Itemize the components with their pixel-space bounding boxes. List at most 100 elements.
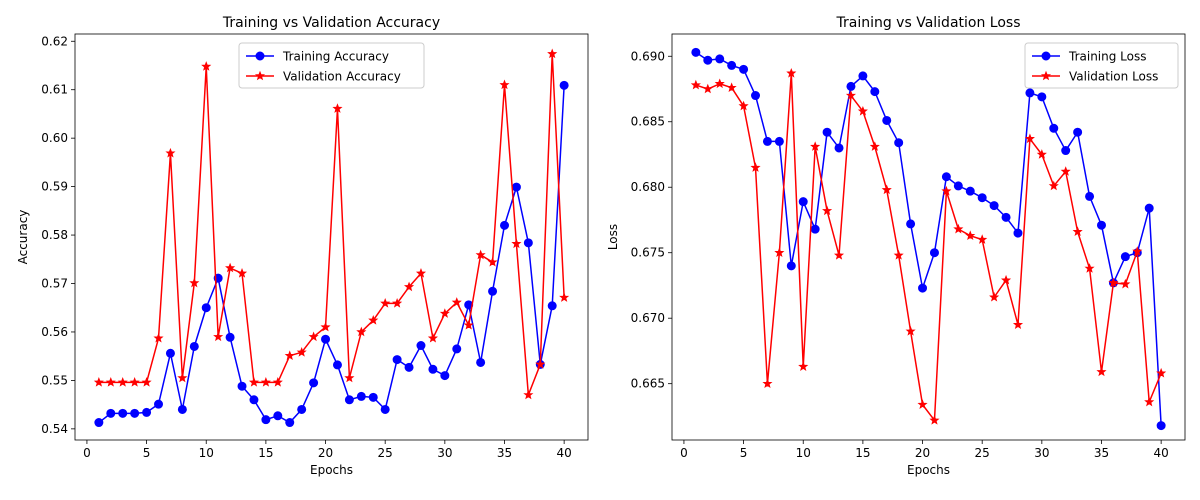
data-point — [547, 48, 558, 59]
legend-box — [1024, 42, 1179, 89]
data-point — [715, 54, 725, 64]
data-point — [118, 408, 128, 418]
y-tick-label: 0.59 — [41, 180, 68, 194]
data-point — [929, 248, 939, 258]
data-point — [154, 399, 164, 409]
x-tick-label: 40 — [556, 446, 571, 460]
data-point — [451, 297, 462, 307]
data-point — [105, 377, 116, 387]
data-point — [774, 136, 784, 146]
data-point — [308, 331, 319, 342]
data-point — [929, 415, 940, 425]
data-point — [1120, 252, 1130, 262]
y-tick-label: 0.54 — [41, 422, 68, 436]
data-point — [881, 184, 892, 195]
x-tick-label: 25 — [975, 446, 990, 460]
data-point — [1000, 274, 1012, 285]
data-point — [213, 331, 224, 342]
legend: Training Accuracy Validation Accuracy — [238, 42, 425, 89]
x-tick-label: 0 — [83, 446, 91, 460]
data-point — [248, 377, 260, 387]
data-point — [511, 182, 521, 192]
legend: Training Loss Validation Loss — [1024, 42, 1179, 89]
legend-item: Validation Accuracy — [246, 70, 401, 84]
data-point — [452, 344, 462, 354]
data-point — [953, 223, 964, 234]
x-tick-label: 40 — [1153, 446, 1168, 460]
x-tick-label: 10 — [199, 446, 214, 460]
data-point — [225, 262, 236, 273]
data-point — [511, 238, 522, 249]
data-point — [93, 377, 104, 387]
series-line — [98, 85, 565, 424]
data-point — [332, 360, 342, 370]
data-point — [273, 411, 283, 421]
data-point — [906, 219, 916, 229]
data-point — [869, 141, 880, 151]
data-point — [1060, 166, 1071, 176]
data-point — [392, 298, 403, 308]
data-point — [1073, 127, 1083, 137]
data-point — [917, 399, 928, 409]
x-tick-label: 25 — [378, 446, 393, 460]
data-point — [177, 404, 187, 414]
loss-chart: Training vs Validation Loss 0 5 10 15 20 25 30 3… — [606, 15, 1186, 477]
data-point — [750, 162, 761, 172]
data-point — [751, 91, 761, 101]
y-tick-label: 0.680 — [631, 180, 665, 194]
data-point — [1120, 278, 1131, 289]
data-point — [559, 80, 569, 90]
data-point — [965, 186, 975, 196]
data-point — [845, 90, 857, 100]
data-point — [368, 392, 378, 402]
data-point — [786, 261, 796, 271]
legend-item: Training Accuracy — [246, 50, 389, 64]
data-point — [296, 346, 307, 357]
data-point — [870, 87, 880, 97]
data-point — [1061, 146, 1071, 156]
data-point — [344, 372, 355, 383]
data-point — [1001, 212, 1011, 222]
data-point — [762, 378, 773, 388]
data-point — [941, 185, 952, 196]
legend-label: Validation Loss — [1069, 70, 1158, 84]
data-point — [918, 283, 928, 293]
series-line — [695, 72, 1162, 422]
data-point — [1024, 133, 1035, 144]
y-tick-label: 0.56 — [41, 325, 68, 339]
series-validation — [690, 67, 1167, 425]
data-point — [309, 378, 319, 388]
y-tick-label: 0.665 — [631, 377, 665, 391]
data-point — [403, 281, 415, 292]
data-point — [1049, 123, 1059, 133]
data-point — [882, 115, 892, 125]
series-training — [691, 47, 1166, 431]
data-point — [439, 308, 450, 318]
data-point — [547, 301, 557, 311]
y-tick-label: 0.60 — [41, 131, 68, 145]
data-point — [989, 291, 1000, 302]
data-point — [94, 418, 104, 428]
legend-item: Validation Loss — [1032, 70, 1158, 84]
x-tick-label: 20 — [318, 446, 333, 460]
y-tick-label: 0.685 — [631, 115, 665, 129]
data-point — [977, 234, 988, 244]
data-point — [834, 143, 844, 153]
data-point — [523, 238, 533, 248]
legend-marker — [255, 51, 265, 61]
x-tick-label: 35 — [497, 446, 512, 460]
data-point — [1085, 191, 1095, 201]
data-point — [810, 141, 821, 151]
data-point — [260, 377, 271, 387]
data-point — [153, 332, 164, 343]
data-point — [1156, 421, 1166, 431]
x-tick-label: 15 — [855, 446, 870, 460]
data-point — [714, 78, 725, 89]
data-point — [1037, 92, 1047, 102]
data-point — [702, 83, 713, 94]
y-tick-label: 0.61 — [41, 83, 68, 97]
data-point — [798, 361, 809, 371]
data-point — [941, 172, 951, 182]
data-point — [165, 348, 175, 358]
data-point — [130, 408, 140, 418]
